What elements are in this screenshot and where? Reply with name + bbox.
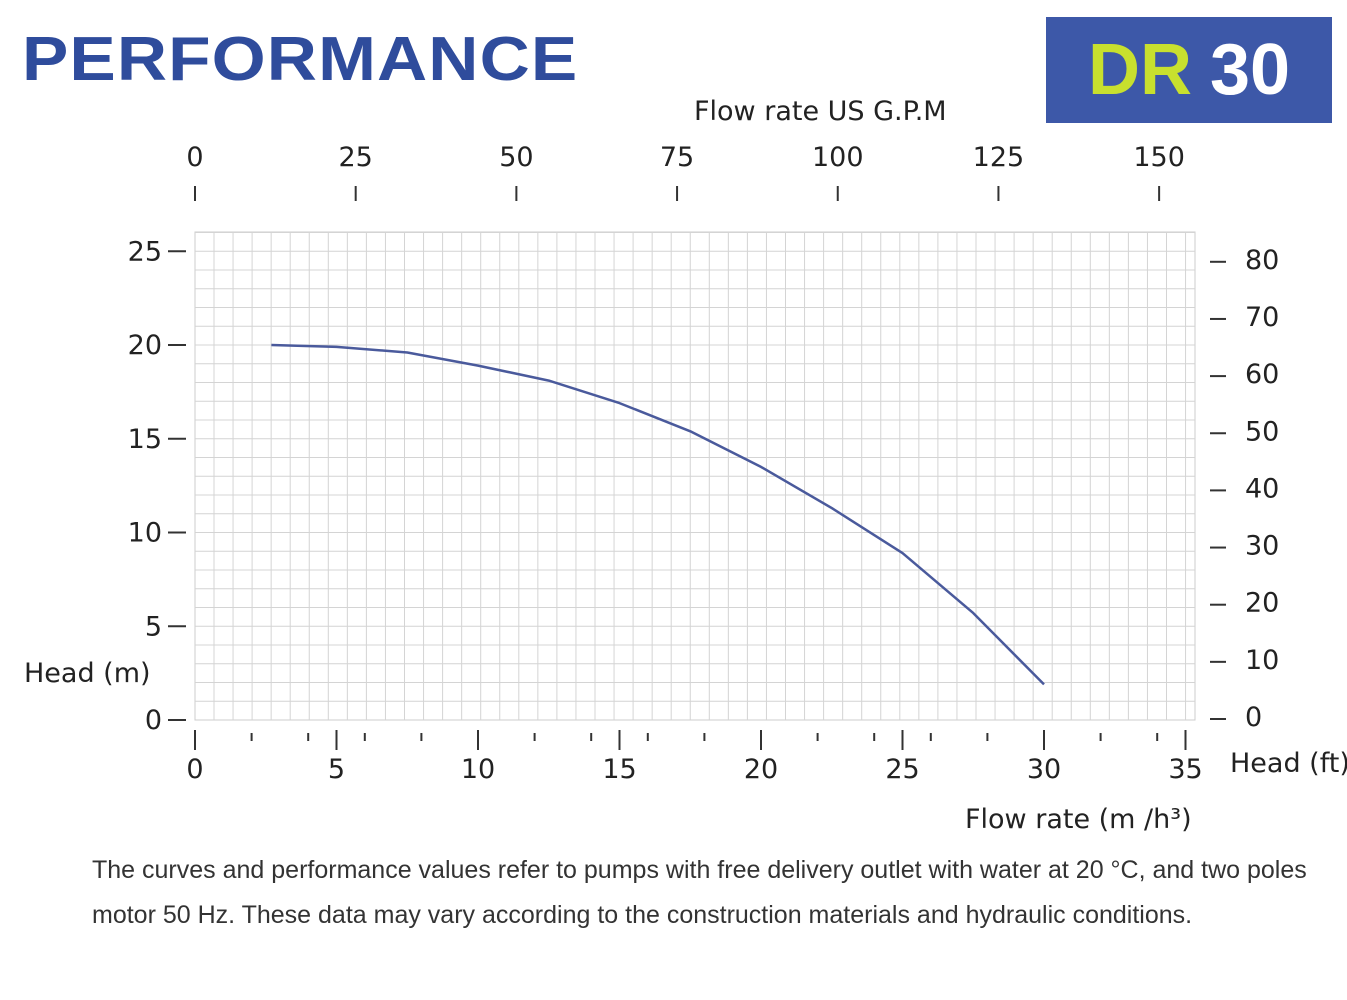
x-tick-label: 10 — [461, 754, 495, 785]
x-tick-label: 15 — [602, 754, 636, 785]
y-tick-label: 5 — [145, 611, 162, 642]
y2-tick-label: 40 — [1245, 473, 1279, 504]
x2-tick-label: 50 — [499, 142, 533, 173]
x2-tick-label: 100 — [812, 142, 864, 173]
y-tick-label: 15 — [128, 424, 162, 455]
page-title: PERFORMANCE — [22, 25, 579, 94]
model-logo: DR 30 — [1046, 17, 1332, 123]
x-tick-label: 30 — [1027, 754, 1061, 785]
x-tick-label: 25 — [885, 754, 919, 785]
y2-tick-label: 0 — [1245, 702, 1262, 733]
y-axis-label: Head (m) — [24, 658, 151, 689]
y-tick-label: 20 — [128, 330, 162, 361]
y2-tick-label: 20 — [1245, 588, 1279, 619]
x2-tick-label: 25 — [339, 142, 373, 173]
y-tick-label: 10 — [128, 518, 162, 549]
model-number: 30 — [1209, 30, 1291, 110]
model-prefix: DR — [1087, 30, 1192, 110]
y2-axis-label: Head (ft) — [1230, 748, 1347, 779]
performance-curve — [271, 343, 1045, 686]
x-tick-label: 0 — [186, 754, 203, 785]
x2-axis-label: Flow rate US G.P.M — [694, 96, 947, 127]
y2-tick-label: 30 — [1245, 531, 1279, 562]
x2-tick-label: 75 — [660, 142, 694, 173]
x-tick-label: 5 — [328, 754, 345, 785]
x2-tick-label: 125 — [973, 142, 1025, 173]
y2-tick-label: 50 — [1245, 416, 1279, 447]
y-tick-label: 25 — [128, 236, 162, 267]
y-tick-label: 0 — [145, 705, 162, 736]
y2-tick-label: 70 — [1245, 302, 1279, 333]
y2-tick-label: 10 — [1245, 645, 1279, 676]
x2-tick-label: 150 — [1133, 142, 1185, 173]
x-tick-label: 35 — [1168, 754, 1202, 785]
y2-tick-label: 60 — [1245, 359, 1279, 390]
x-tick-label: 20 — [744, 754, 778, 785]
y2-tick-label: 80 — [1245, 245, 1279, 276]
x-axis-label: Flow rate (m /h³) — [965, 804, 1192, 835]
footnote: The curves and performance values refer … — [92, 856, 1307, 929]
x2-tick-label: 0 — [186, 142, 203, 173]
